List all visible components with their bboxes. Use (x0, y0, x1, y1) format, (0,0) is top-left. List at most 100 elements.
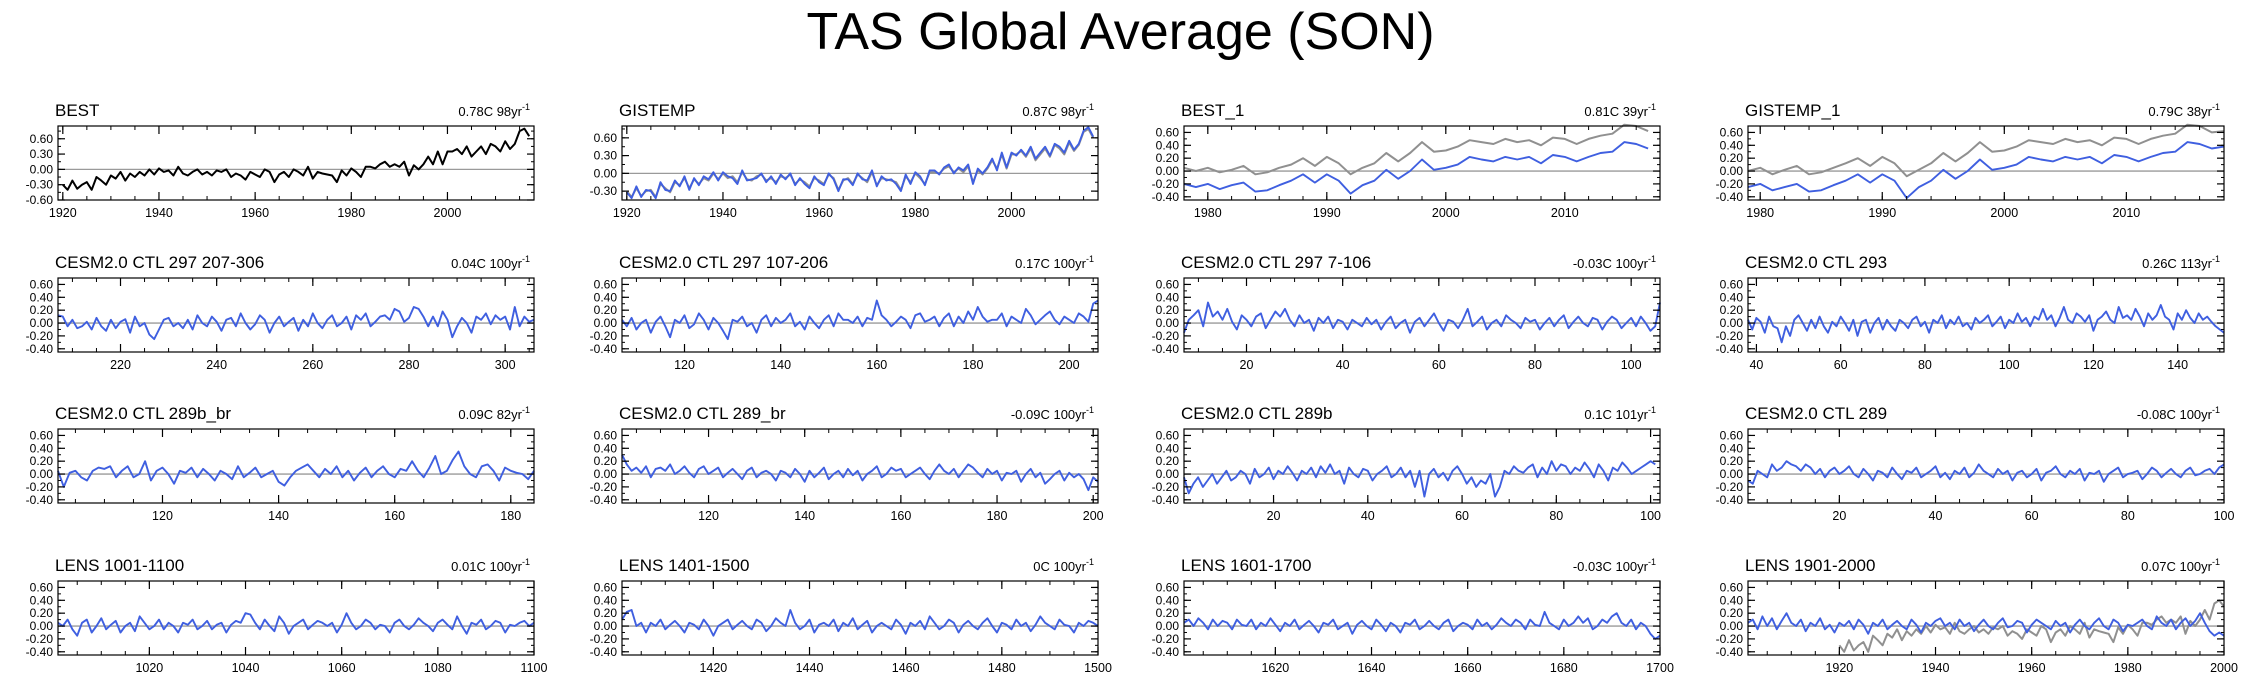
y-tick-label: 0.40 (1720, 138, 1744, 152)
x-tick-label: 120 (674, 358, 695, 372)
x-tick-label: 1660 (1454, 661, 1482, 675)
panel-label: CESM2.0 CTL 289_br (619, 404, 786, 423)
plot-frame (1183, 428, 1661, 504)
trend-value: 0.09C 82yr (458, 407, 522, 422)
y-tick-label: -0.20 (1716, 177, 1744, 191)
x-tick-label: 120 (2083, 358, 2104, 372)
x-tick-label: 1920 (49, 206, 77, 220)
x-tick-label: 240 (206, 358, 227, 372)
chart-panel: CESM2.0 CTL 289 -0.08C 100yr-1 20 40 60 80 100… (1716, 404, 2235, 523)
x-tick-label: 2000 (1990, 206, 2018, 220)
x-tick-label: 1960 (805, 206, 833, 220)
trend-value: 0.04C 100yr (451, 256, 522, 271)
y-tick-label: 0.00 (1156, 467, 1180, 481)
series-line (1183, 141, 1649, 195)
x-tick-label: 120 (698, 509, 719, 523)
x-tick-label: 1980 (2114, 661, 2142, 675)
y-tick-label: 0.20 (1720, 303, 1744, 317)
x-tick-label: 2000 (1432, 206, 1460, 220)
y-tick-label: 0.20 (594, 454, 618, 468)
y-tick-label: 0.40 (594, 290, 618, 304)
y-tick-label: 0.20 (30, 606, 54, 620)
y-tick-label: 0.60 (1156, 580, 1180, 594)
x-tick-label: 100 (2214, 509, 2235, 523)
plot-frame (1747, 277, 2225, 353)
y-tick-label: 0.60 (594, 428, 618, 442)
x-tick-label: 180 (963, 358, 984, 372)
y-tick-label: 0.20 (1720, 606, 1744, 620)
trend-value: 0.1C 101yr (1584, 407, 1648, 422)
x-tick-label: 1080 (424, 661, 452, 675)
trend-unit: -1 (1086, 405, 1094, 415)
y-tick-label: 0.60 (1156, 125, 1180, 139)
panel-label: BEST (55, 101, 99, 120)
x-tick-label: 1960 (241, 206, 269, 220)
y-tick-label: -0.20 (1152, 177, 1180, 191)
chart-panel: LENS 1401-1500 0C 100yr-1 1420 1440 1460 1480… (590, 556, 1112, 675)
y-tick-label: 0.40 (30, 593, 54, 607)
y-tick-label: 0.40 (594, 593, 618, 607)
panel-label: LENS 1401-1500 (619, 556, 749, 575)
x-tick-label: 20 (1240, 358, 1254, 372)
x-tick-label: 1680 (1550, 661, 1578, 675)
y-tick-label: -0.20 (590, 480, 618, 494)
y-tick-label: 0.40 (1156, 138, 1180, 152)
y-tick-label: -0.20 (26, 632, 54, 646)
x-tick-label: 100 (1621, 358, 1642, 372)
x-tick-label: 2000 (434, 206, 462, 220)
y-tick-label: 0.00 (594, 166, 618, 180)
y-tick-label: -0.40 (590, 645, 618, 659)
x-tick-label: 160 (384, 509, 405, 523)
y-tick-label: 0.40 (30, 290, 54, 304)
series-line (57, 612, 535, 637)
series-line (62, 127, 531, 191)
series-line (621, 299, 1099, 341)
y-tick-label: 0.20 (1156, 151, 1180, 165)
y-tick-label: 0.20 (1156, 454, 1180, 468)
y-tick-label: 0.20 (1720, 151, 1744, 165)
trend-unit: -1 (1648, 254, 1656, 264)
x-tick-label: 1480 (988, 661, 1016, 675)
trend-unit: -1 (1648, 557, 1656, 567)
x-tick-label: 40 (1929, 509, 1943, 523)
series-line (1838, 599, 2225, 653)
trend-unit: -1 (522, 102, 530, 112)
chart-panel: LENS 1601-1700 -0.03C 100yr-1 1620 1640 1660… (1152, 556, 1674, 675)
x-tick-label: 180 (987, 509, 1008, 523)
y-tick-label: 0.60 (1720, 580, 1744, 594)
chart-panel: BEST 0.78C 98yr-1 1920 1940 1960 1980 2000 -0.6… (26, 101, 535, 220)
y-tick-label: 0.30 (30, 147, 54, 161)
y-tick-label: 0.40 (1720, 290, 1744, 304)
chart-panel: LENS 1001-1100 0.01C 100yr-1 1020 1040 1060 1… (26, 556, 548, 675)
y-tick-label: 0.60 (1156, 277, 1180, 291)
y-tick-label: 0.60 (1720, 125, 1744, 139)
x-tick-label: 1940 (1922, 661, 1950, 675)
trend-label: 0.17C 100yr-1 (1015, 254, 1094, 271)
panel-label: GISTEMP_1 (1745, 101, 1840, 120)
y-tick-label: 0.00 (1720, 164, 1744, 178)
figure-title: TAS Global Average (SON) (806, 3, 1435, 61)
y-tick-label: 0.00 (1720, 619, 1744, 633)
y-tick-label: -0.40 (1152, 190, 1180, 204)
x-tick-label: 80 (2121, 509, 2135, 523)
chart-panel: CESM2.0 CTL 297 207-306 0.04C 100yr-1 220 2… (26, 253, 535, 372)
trend-unit: -1 (1086, 102, 1094, 112)
panel-label: CESM2.0 CTL 289b_br (55, 404, 231, 423)
trend-label: -0.03C 100yr-1 (1573, 557, 1656, 574)
x-tick-label: 2010 (1551, 206, 1579, 220)
y-tick-label: -0.20 (1152, 632, 1180, 646)
x-tick-label: 1990 (1868, 206, 1896, 220)
x-tick-label: 80 (1918, 358, 1932, 372)
x-tick-label: 300 (495, 358, 516, 372)
trend-label: 0.04C 100yr-1 (451, 254, 530, 271)
trend-label: 0.26C 113yr-1 (2142, 254, 2220, 271)
trend-value: 0.78C 98yr (458, 104, 522, 119)
x-tick-label: 1940 (145, 206, 173, 220)
x-tick-label: 1060 (328, 661, 356, 675)
x-tick-label: 1980 (901, 206, 929, 220)
series-line (1183, 610, 1661, 640)
x-tick-label: 80 (1528, 358, 1542, 372)
trend-unit: -1 (522, 557, 530, 567)
x-tick-label: 20 (1267, 509, 1281, 523)
